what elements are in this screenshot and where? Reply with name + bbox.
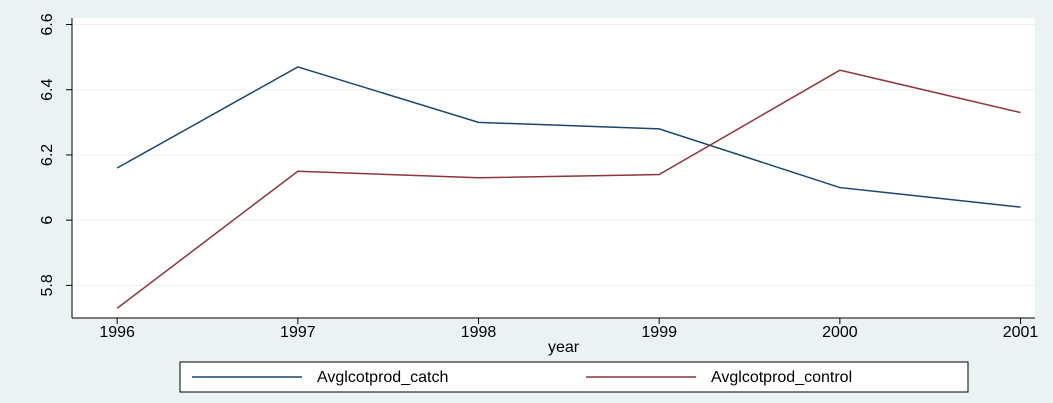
y-tick-label: 6.6 [39,13,56,35]
legend-label: Avglcotprod_catch [317,369,448,386]
x-tick-label: 1999 [641,324,677,341]
x-axis-label: year [548,339,580,356]
x-tick-label: 2000 [822,324,858,341]
y-tick-label: 5.8 [39,274,56,296]
plot-area [72,18,1035,318]
series-line [116,69,1021,309]
series-line [116,66,1021,208]
x-tick-label: 1998 [461,324,497,341]
y-tick-label: 6.2 [39,144,56,166]
y-tick-label: 6.4 [39,79,56,101]
legend-box [179,361,969,393]
x-tick-label: 1996 [99,324,135,341]
x-tick-label: 2001 [1003,324,1039,341]
legend-label: Avglcotprod_control [711,369,852,386]
y-tick-label: 6 [39,216,56,225]
x-tick-label: 1997 [280,324,316,341]
